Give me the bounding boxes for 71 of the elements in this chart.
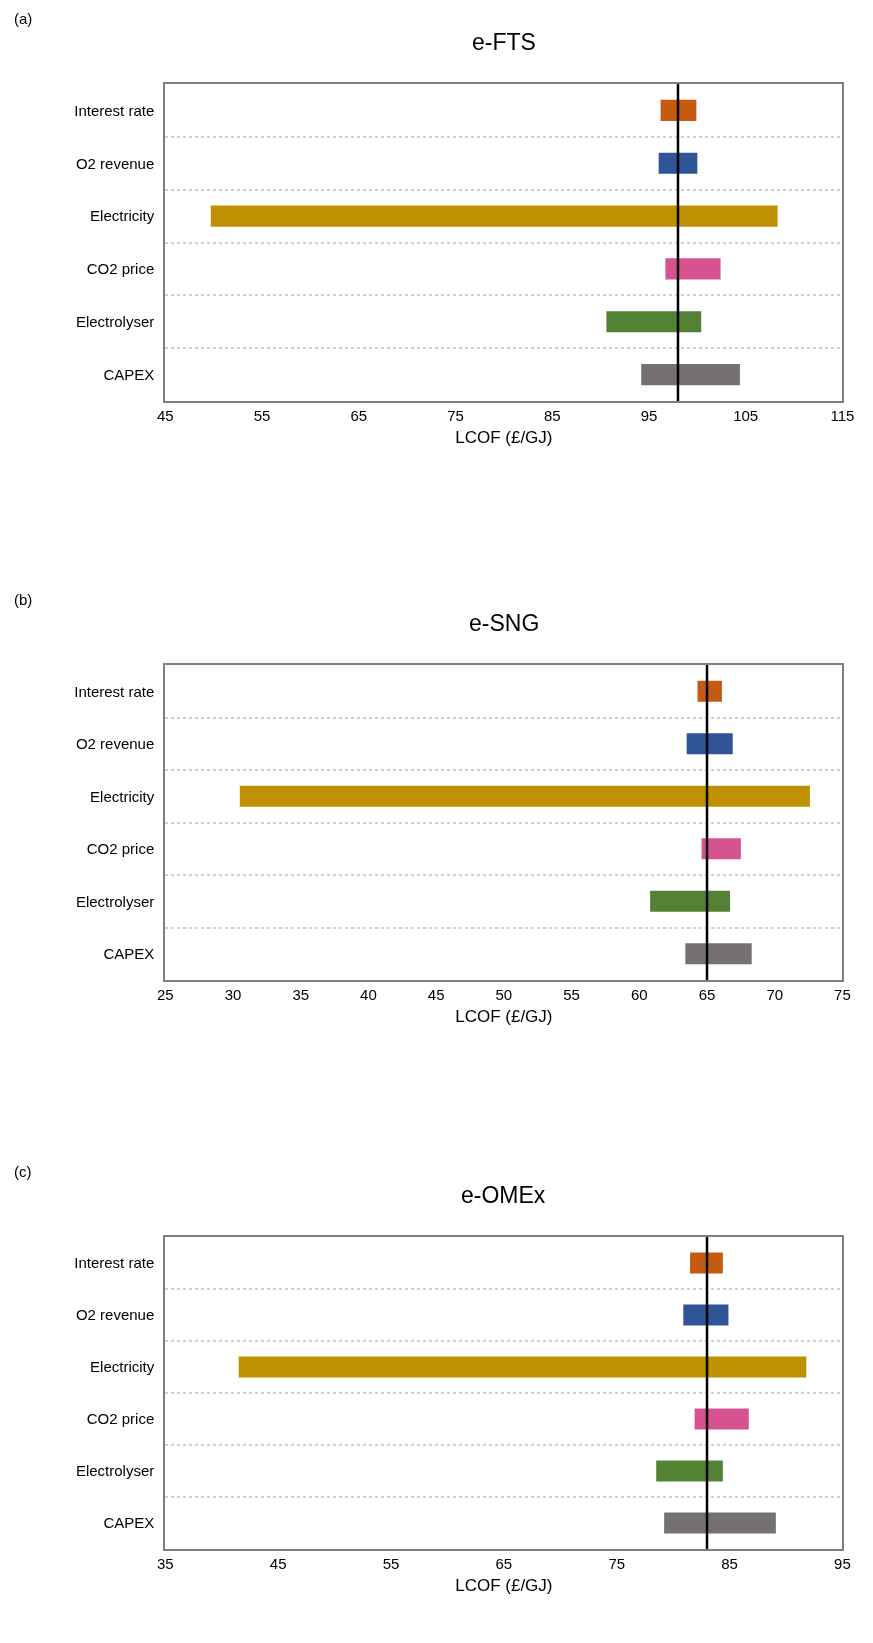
x-tick-label: 105 <box>733 407 759 424</box>
y-tick-label: Electricity <box>90 787 155 805</box>
y-tick-label: CO2 price <box>86 840 155 857</box>
y-tick-label: Electricity <box>90 207 155 225</box>
bar <box>210 205 778 227</box>
x-tick-label: 25 <box>156 986 174 1003</box>
x-tick-label: 70 <box>766 986 784 1003</box>
x-tick-label: 85 <box>721 1555 738 1572</box>
y-tick-label: Electrolyser <box>75 313 155 330</box>
x-tick-label: 45 <box>427 986 445 1003</box>
bar <box>697 680 722 702</box>
y-tick-label: CAPEX <box>103 1514 155 1532</box>
y-tick-label: CO2 price <box>86 260 155 278</box>
x-tick-label: 55 <box>382 1555 400 1572</box>
bar <box>683 1304 729 1326</box>
bar <box>690 1252 723 1274</box>
x-tick-label: 45 <box>269 1555 287 1572</box>
chart-title: e-FTS <box>472 29 536 55</box>
bar <box>685 943 752 965</box>
x-axis-title: LCOF (£/GJ) <box>455 1006 553 1026</box>
chart-title: e-SNG <box>469 610 540 636</box>
x-tick-label: 95 <box>834 1555 851 1572</box>
chart-title: e-OMEx <box>461 1182 546 1208</box>
bar <box>239 785 810 807</box>
x-tick-label: 35 <box>292 986 310 1003</box>
bar <box>694 1408 749 1430</box>
x-tick-label: 60 <box>630 986 648 1003</box>
x-axis-title: LCOF (£/GJ) <box>455 427 553 447</box>
x-tick-label: 45 <box>156 407 174 424</box>
x-tick-label: 75 <box>834 986 851 1003</box>
bar <box>650 890 731 912</box>
x-tick-label: 30 <box>224 986 242 1003</box>
x-tick-label: 95 <box>640 407 658 424</box>
x-tick-label: 65 <box>350 407 368 424</box>
y-tick-label: O2 revenue <box>75 735 155 752</box>
x-tick-label: 75 <box>447 407 464 424</box>
y-tick-label: O2 revenue <box>75 1306 155 1324</box>
y-tick-label: Electrolyser <box>75 1462 155 1480</box>
bar <box>701 838 741 860</box>
x-axis-title: LCOF (£/GJ) <box>455 1575 553 1595</box>
y-tick-label: CAPEX <box>103 365 155 383</box>
x-tick-label: 55 <box>253 407 271 424</box>
bar <box>606 311 702 333</box>
text: (b) <box>14 591 33 608</box>
y-tick-label: Electricity <box>90 1358 155 1376</box>
y-tick-label: CAPEX <box>103 945 155 962</box>
bar <box>641 364 740 386</box>
x-tick-label: 55 <box>563 986 580 1003</box>
x-tick-label: 35 <box>156 1555 174 1572</box>
text: (a) <box>14 10 33 27</box>
y-tick-label: CO2 price <box>86 1410 155 1428</box>
bar <box>686 733 733 755</box>
x-tick-label: 85 <box>543 407 561 424</box>
bar <box>238 1356 807 1378</box>
bar <box>660 99 697 121</box>
bar <box>665 258 721 280</box>
y-tick-label: O2 revenue <box>75 154 155 172</box>
bar <box>656 1460 723 1482</box>
bar <box>658 152 698 174</box>
y-tick-label: Interest rate <box>74 1254 155 1272</box>
y-tick-label: Interest rate <box>74 101 155 119</box>
x-tick-label: 65 <box>495 1555 513 1572</box>
text: (c) <box>14 1163 32 1180</box>
x-tick-label: 115 <box>830 407 855 424</box>
x-tick-label: 65 <box>698 986 716 1003</box>
x-tick-label: 50 <box>495 986 513 1003</box>
bar <box>664 1512 776 1534</box>
y-tick-label: Interest rate <box>74 682 155 700</box>
x-tick-label: 75 <box>608 1555 626 1572</box>
x-tick-label: 40 <box>360 986 377 1003</box>
y-tick-label: Electrolyser <box>75 892 155 910</box>
